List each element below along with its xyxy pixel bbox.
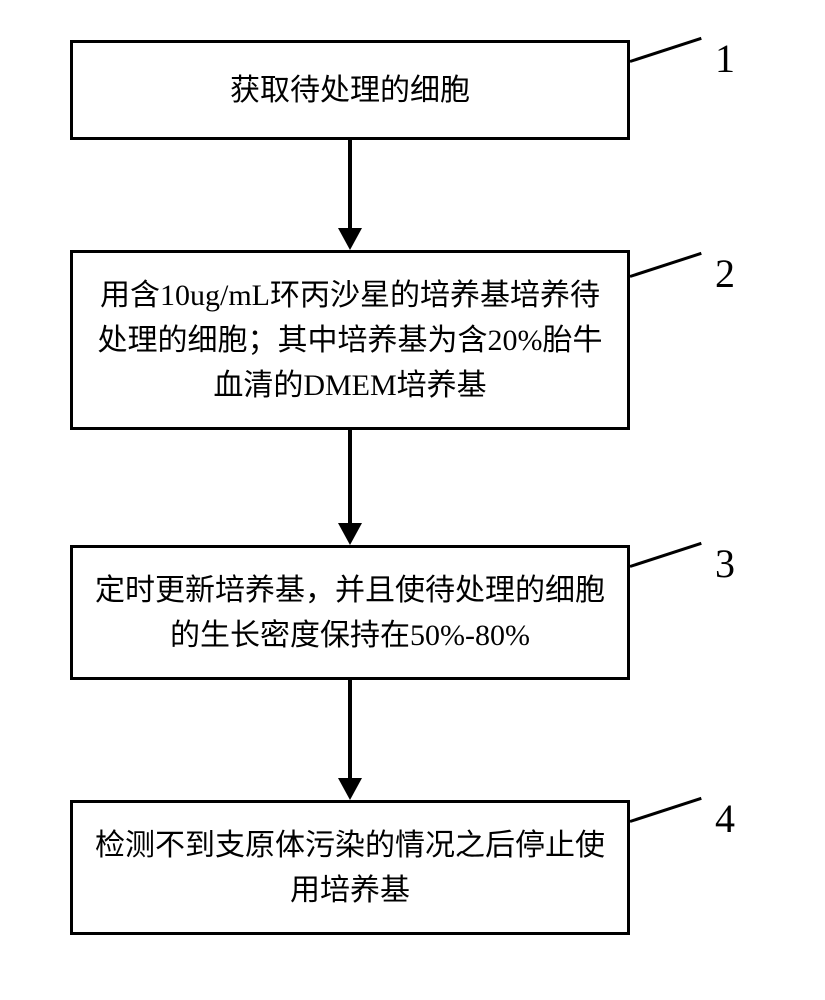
flowchart-canvas: 获取待处理的细胞 1 用含10ug/mL环丙沙星的培养基培养待处理的细胞；其中培… — [0, 0, 825, 1000]
flow-node-3-text: 定时更新培养基，并且使待处理的细胞的生长密度保持在50%-80% — [93, 568, 607, 658]
connector-1-2 — [348, 140, 352, 230]
step-label-1: 1 — [715, 35, 735, 82]
flow-node-1-text: 获取待处理的细胞 — [230, 68, 470, 113]
flow-node-1: 获取待处理的细胞 — [70, 40, 630, 140]
connector-2-3 — [348, 430, 352, 525]
flow-node-3: 定时更新培养基，并且使待处理的细胞的生长密度保持在50%-80% — [70, 545, 630, 680]
arrow-1-2 — [338, 228, 362, 250]
leader-line-2 — [630, 252, 702, 278]
step-label-4: 4 — [715, 795, 735, 842]
flow-node-2-text: 用含10ug/mL环丙沙星的培养基培养待处理的细胞；其中培养基为含20%胎牛血清… — [93, 273, 607, 408]
leader-line-4 — [630, 797, 702, 823]
arrow-2-3 — [338, 523, 362, 545]
step-label-3: 3 — [715, 540, 735, 587]
leader-line-1 — [630, 37, 702, 63]
flow-node-4-text: 检测不到支原体污染的情况之后停止使用培养基 — [93, 823, 607, 913]
flow-node-2: 用含10ug/mL环丙沙星的培养基培养待处理的细胞；其中培养基为含20%胎牛血清… — [70, 250, 630, 430]
connector-3-4 — [348, 680, 352, 780]
step-label-2: 2 — [715, 250, 735, 297]
arrow-3-4 — [338, 778, 362, 800]
leader-line-3 — [630, 542, 702, 568]
flow-node-4: 检测不到支原体污染的情况之后停止使用培养基 — [70, 800, 630, 935]
